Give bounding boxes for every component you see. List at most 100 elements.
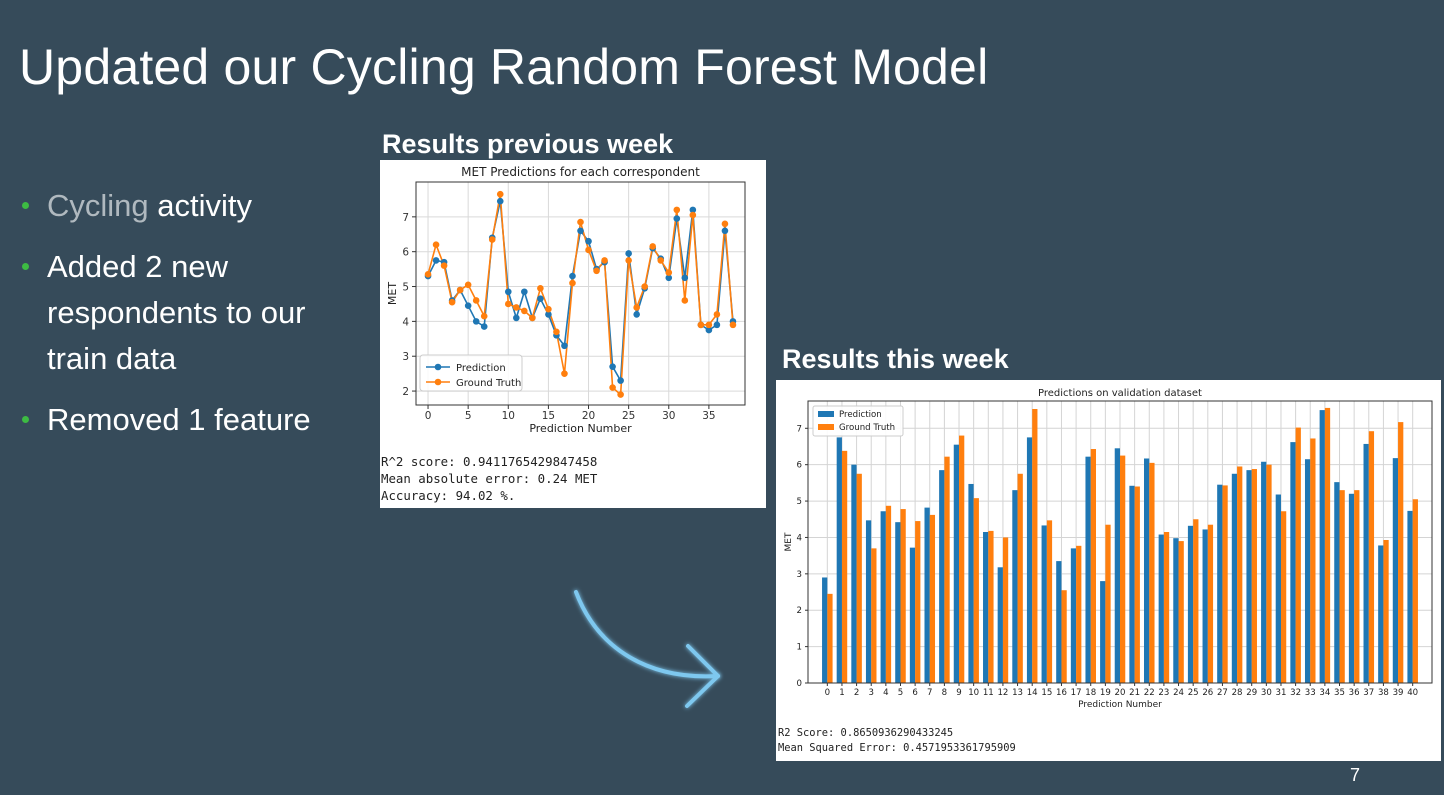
curved-arrow-icon	[574, 590, 720, 708]
bar	[1290, 442, 1296, 683]
bar	[983, 531, 989, 683]
x-tick-label: 30	[662, 410, 675, 422]
x-tick-label: 25	[622, 410, 635, 422]
data-point	[673, 215, 681, 222]
data-point	[569, 279, 576, 287]
x-tick-label: 22	[1144, 688, 1155, 698]
bar	[944, 456, 950, 683]
data-point	[705, 321, 713, 329]
data-point	[496, 197, 504, 205]
page-number: 7	[1349, 765, 1360, 785]
x-tick-label: 36	[1349, 688, 1360, 698]
x-tick-label: 0	[825, 688, 830, 698]
data-point	[593, 267, 600, 275]
legend-marker	[434, 363, 442, 371]
data-point	[464, 281, 472, 289]
y-tick-label: 5	[402, 282, 409, 294]
bullet-dot-icon	[22, 202, 29, 209]
data-point	[665, 269, 673, 276]
bar	[851, 464, 857, 683]
bar	[939, 470, 945, 683]
data-point	[432, 241, 440, 249]
data-point	[504, 300, 512, 308]
bar	[997, 567, 1003, 683]
x-tick-label: 6	[912, 688, 917, 698]
x-tick-label: 28	[1232, 688, 1243, 698]
bar	[1354, 490, 1360, 683]
previous-week-panel: 0 5 10 15 20 25 30 35 2 3 4 5 6 7 MET Predictions for …	[380, 160, 766, 508]
data-point	[601, 257, 608, 264]
data-point	[673, 206, 681, 214]
y-tick-label: 7	[402, 212, 409, 224]
plot-frame	[807, 400, 1433, 684]
bullet-cycling-activity: Cycling activity	[21, 183, 351, 229]
bar	[1412, 499, 1418, 683]
y-tick-label: 6	[402, 247, 409, 259]
x-tick-label: 19	[1100, 688, 1111, 698]
y-tick-label: 4	[402, 316, 409, 328]
bar	[1392, 458, 1399, 683]
bar	[895, 522, 901, 683]
bar	[1217, 484, 1223, 683]
this-week-bar-chart: 0 1 2 3 4 5 6 7 8 9 10 11 12 13 14 15 16 17 18 19 20 21 22 23 24…	[784, 388, 1433, 710]
data-point	[480, 323, 488, 330]
x-tick-label: 14	[1027, 688, 1038, 698]
bar	[1246, 470, 1252, 683]
x-tick-label: 17	[1071, 688, 1082, 698]
legend-swatch	[818, 411, 834, 417]
bar	[865, 520, 872, 683]
data-point	[561, 370, 568, 377]
data-point	[440, 262, 448, 269]
slide-title: Updated our Cycling Random Forest Model	[19, 39, 989, 95]
x-tick-label: 40	[1407, 688, 1418, 698]
legend-label: Prediction	[456, 363, 506, 374]
chart-title: Predictions on validation dataset	[1038, 388, 1202, 399]
bar	[929, 514, 936, 683]
data-point	[488, 236, 496, 243]
data-point	[432, 257, 440, 264]
x-tick-label: 39	[1393, 688, 1404, 698]
bar	[1100, 581, 1106, 683]
data-point	[561, 342, 568, 350]
bar	[1222, 485, 1228, 683]
data-point	[585, 237, 592, 245]
bar	[915, 521, 921, 683]
data-point	[585, 246, 592, 254]
bar	[1304, 459, 1311, 683]
y-tick-label: 2	[402, 386, 409, 398]
data-point	[545, 305, 552, 313]
data-point	[713, 321, 721, 329]
bar	[836, 437, 842, 683]
data-point	[448, 298, 456, 306]
x-tick-label: 24	[1173, 688, 1184, 698]
r2-score-text: R^2 score: 0.9411765429847458	[381, 454, 598, 469]
data-point	[609, 384, 616, 391]
y-tick-label: 0	[797, 679, 802, 689]
data-point	[721, 227, 729, 235]
bar	[1114, 448, 1120, 683]
bar	[1012, 490, 1018, 683]
bar	[871, 548, 877, 683]
bullet-dot-icon	[22, 263, 29, 270]
legend-label: Ground Truth	[456, 378, 521, 389]
data-point	[545, 311, 552, 318]
data-point	[681, 274, 689, 282]
bar	[1041, 525, 1047, 683]
x-tick-label: 38	[1378, 688, 1389, 698]
data-point	[480, 312, 488, 320]
bar	[1061, 590, 1067, 683]
bar	[1348, 493, 1355, 683]
previous-week-heading: Results previous week	[382, 129, 674, 159]
x-tick-label: 13	[1012, 688, 1023, 698]
data-point	[577, 227, 584, 235]
data-point	[633, 311, 640, 318]
plot-frame	[415, 181, 746, 406]
x-tick-label: 9	[956, 688, 961, 698]
bar	[924, 507, 930, 683]
y-tick-label: 5	[797, 497, 802, 507]
data-point	[537, 295, 544, 303]
data-point	[521, 288, 528, 296]
bar	[1120, 455, 1126, 683]
y-axis-label: MET	[784, 532, 794, 551]
x-tick-label: 10	[968, 688, 979, 698]
